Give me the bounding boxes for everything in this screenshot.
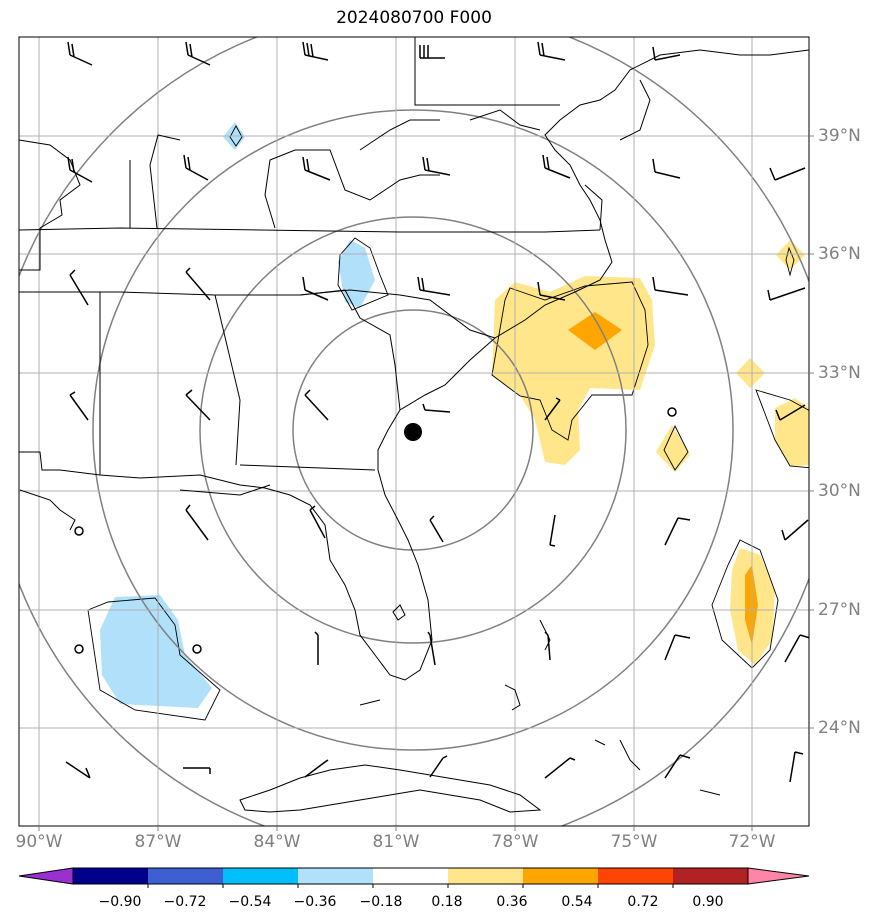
lat-label: 33°N (818, 363, 861, 383)
colorbar-segment (373, 868, 448, 884)
colorbar (18, 867, 810, 888)
colorbar-ticks (147, 884, 674, 888)
lon-label: 87°W (134, 832, 182, 852)
colorbar-segment (148, 868, 223, 884)
colorbar-segment (298, 868, 373, 884)
axis-ticks (38, 135, 814, 831)
lon-label: 90°W (15, 832, 63, 852)
range-rings (19, 37, 809, 826)
colorbar-tick-label: 0.90 (692, 894, 724, 910)
colorbar-tick-label: −0.18 (359, 894, 403, 910)
lat-label: 36°N (818, 244, 861, 264)
coastlines-and-borders (19, 37, 809, 681)
colorbar-tick-label: 0.18 (431, 894, 463, 910)
colorbar-segment (673, 868, 748, 884)
colorbar-segment (73, 868, 148, 884)
lat-label: 27°N (818, 600, 861, 620)
colorbar-tick-label: −0.90 (98, 894, 142, 910)
contour-lines (87, 125, 809, 721)
wind-barbs (65, 41, 809, 783)
map-title: 2024080700 F000 (336, 8, 492, 28)
lon-label: 84°W (253, 832, 301, 852)
lon-label: 75°W (610, 832, 658, 852)
colorbar-frame (72, 867, 749, 885)
map-frame (18, 36, 810, 827)
colorbar-segment (448, 868, 523, 884)
colorbar-tick-label: −0.36 (293, 894, 337, 910)
colorbar-extend-high (747, 867, 810, 885)
lat-label: 30°N (818, 481, 861, 501)
lon-label: 72°W (728, 832, 776, 852)
calm-wind-markers (74, 407, 677, 654)
negative-anomaly-fill (100, 122, 375, 708)
lon-label: 81°W (372, 832, 420, 852)
colorbar-tick-label: 0.36 (496, 894, 528, 910)
graticule (19, 37, 809, 826)
colorbar-tick-label: 0.54 (561, 894, 593, 910)
colorbar-segments (18, 867, 810, 885)
colorbar-tick-label: −0.54 (228, 894, 272, 910)
storm-center-marker (404, 423, 422, 441)
lon-label: 78°W (491, 832, 539, 852)
colorbar-segment (523, 868, 598, 884)
colorbar-tick-label: 0.72 (627, 894, 659, 910)
colorbar-tick-label: −0.72 (163, 894, 207, 910)
lat-label: 39°N (818, 126, 861, 146)
lat-label: 24°N (818, 718, 861, 738)
colorbar-segment (598, 868, 673, 884)
cuba-and-islands (239, 604, 721, 813)
colorbar-extend-low (18, 867, 74, 885)
colorbar-segment (223, 868, 298, 884)
